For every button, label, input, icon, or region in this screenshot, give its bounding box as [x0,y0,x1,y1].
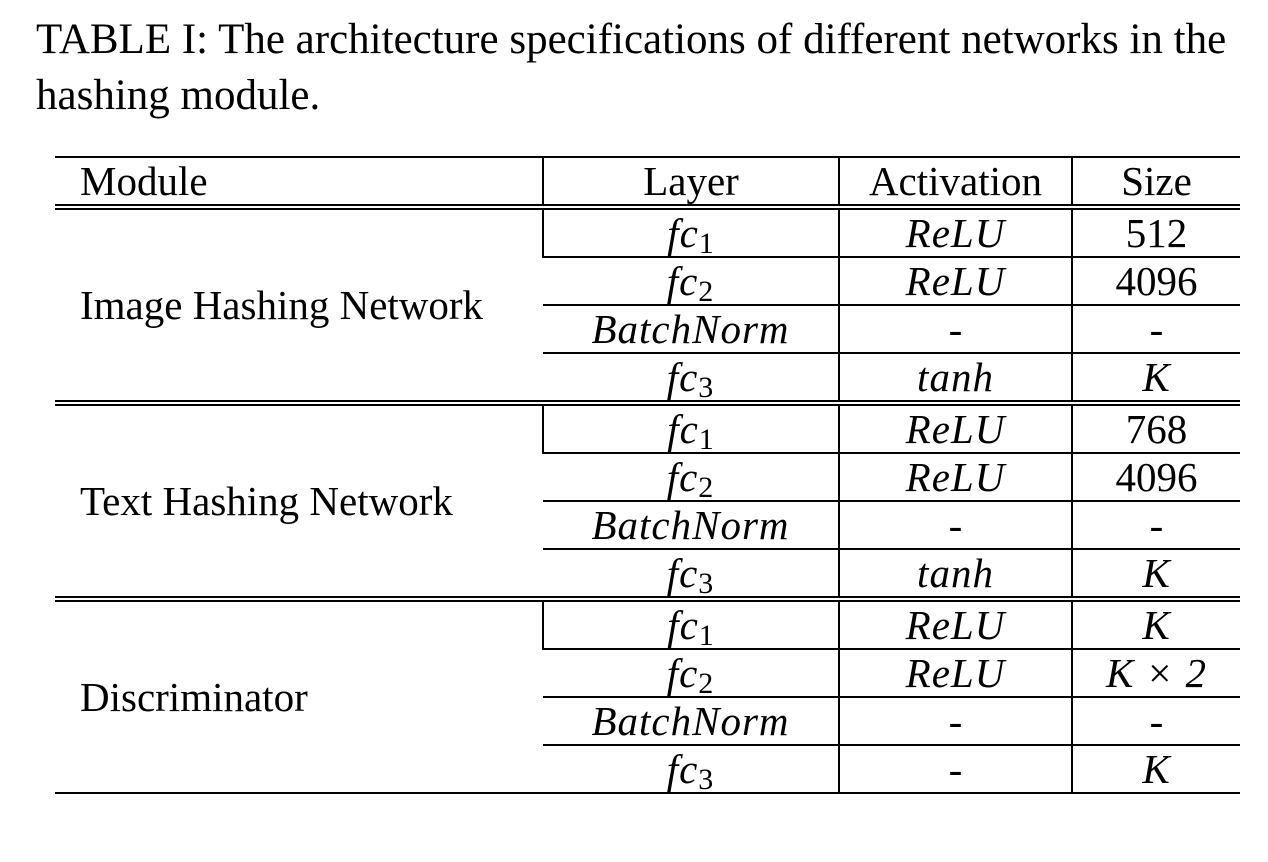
layer-cell: fc3 [543,352,839,404]
group-text-hashing-network: Text Hashing Network fc1 ReLU 768 fc2 Re… [55,400,1240,600]
architecture-table: Module Layer Activation Size Image Hashi… [55,156,1240,796]
layer-name: fc [666,746,699,792]
layer-index: 2 [698,275,715,308]
layer-index: 1 [698,619,715,652]
layer-index: 3 [698,763,715,796]
table-row: Text Hashing Network fc1 ReLU 768 [55,400,1240,599]
table-row: fc2 ReLU 4096 [55,256,1240,308]
group-image-hashing-network: Image Hashing Network fc1 ReLU 512 fc2 R… [55,204,1240,404]
layer-cell: BatchNorm [543,696,839,745]
size-cell: K [1071,596,1240,649]
header-module: Module [55,156,543,207]
activation-cell: tanh [838,548,1072,599]
layer-name: BatchNorm [591,698,790,744]
layer-cell: BatchNorm [543,304,839,353]
layer-index: 3 [698,371,715,404]
group-discriminator: Discriminator fc1 ReLU K fc2 ReLU K × 2 … [55,596,1240,796]
table-row: fc3 - K [55,744,1240,796]
activation-cell: ReLU [838,400,1072,453]
table-row: Image Hashing Network fc1 ReLU 512 [55,204,1240,403]
layer-index: 2 [698,667,715,700]
size-cell: K [1071,548,1240,599]
layer-name: fc [667,602,699,648]
size-cell: 4096 [1071,452,1240,501]
activation-cell: - [838,744,1072,794]
layer-name: BatchNorm [591,502,790,548]
layer-cell: fc3 [543,548,839,600]
size-cell: K × 2 [1071,648,1240,697]
table-row: fc2 ReLU K × 2 [55,648,1240,700]
activation-cell: ReLU [838,204,1072,257]
size-cell: 4096 [1071,256,1240,305]
size-cell: 512 [1071,204,1240,257]
module-name: Discriminator [55,596,543,794]
table-row: Discriminator fc1 ReLU K [55,596,1240,794]
activation-cell: ReLU [838,648,1072,697]
table-row: BatchNorm - - [55,500,1240,549]
layer-name: fc [666,650,699,696]
size-cell: 768 [1071,400,1240,453]
table-row: fc3 tanh K [55,548,1240,600]
layer-index: 1 [698,227,715,260]
activation-cell: - [838,304,1072,353]
activation-cell: ReLU [838,596,1072,649]
layer-cell: fc2 [543,648,839,700]
size-cell: - [1071,696,1240,745]
layer-name: BatchNorm [591,306,790,352]
layer-name: fc [666,258,699,304]
header-size: Size [1071,156,1240,207]
activation-cell: - [838,500,1072,549]
size-cell: K [1071,744,1240,794]
layer-cell: fc1 [542,596,839,652]
layer-index: 2 [698,471,715,504]
activation-cell: tanh [838,352,1072,403]
table-row: BatchNorm - - [55,696,1240,745]
layer-index: 3 [698,567,715,600]
size-cell: K [1071,352,1240,403]
module-name: Text Hashing Network [55,400,543,599]
table-row: fc2 ReLU 4096 [55,452,1240,504]
header-layer: Layer [542,156,839,207]
layer-cell: fc1 [542,400,839,456]
table-row: BatchNorm - - [55,304,1240,353]
layer-index: 1 [698,423,715,456]
table-caption: TABLE I: The architecture specifications… [36,16,1227,119]
table-header: Module Layer Activation Size [55,156,1240,207]
activation-cell: ReLU [838,256,1072,305]
layer-name: fc [666,550,699,596]
layer-cell: fc1 [542,204,839,260]
activation-cell: ReLU [838,452,1072,501]
layer-cell: fc2 [543,452,839,504]
layer-name: fc [667,210,699,256]
layer-name: fc [666,454,699,500]
table-row: fc3 tanh K [55,352,1240,404]
layer-cell: fc2 [543,256,839,308]
size-cell: - [1071,304,1240,353]
layer-cell: fc3 [543,744,839,796]
layer-name: fc [667,406,699,452]
size-cell: - [1071,500,1240,549]
layer-cell: BatchNorm [543,500,839,549]
activation-cell: - [838,696,1072,745]
module-name: Image Hashing Network [55,204,543,403]
layer-name: fc [666,354,699,400]
header-activation: Activation [838,156,1072,207]
